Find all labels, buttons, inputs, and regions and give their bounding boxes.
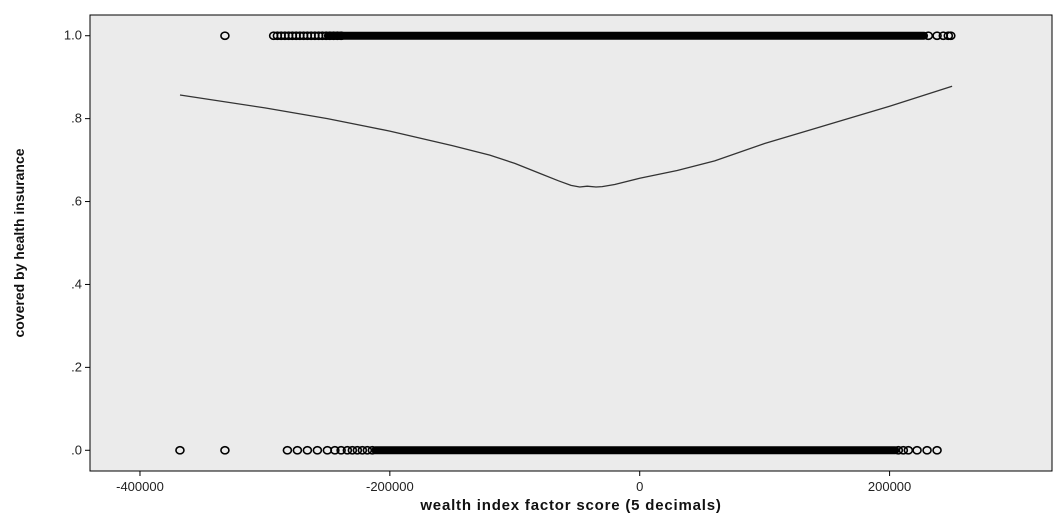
data-point	[342, 445, 353, 455]
data-point	[367, 445, 378, 455]
y-tick-label: .4	[71, 276, 82, 291]
data-point	[282, 445, 293, 455]
data-point	[336, 31, 346, 41]
x-tick-label: 200000	[868, 479, 911, 494]
x-tick-label: -400000	[116, 479, 164, 494]
x-axis-ticks: -400000 -200000 0 200000	[116, 471, 911, 494]
y-tick-label: .8	[71, 111, 82, 126]
data-point	[347, 445, 358, 455]
data-point	[912, 445, 922, 455]
dense-point-bands	[323, 31, 929, 455]
y-axis-title: covered by health insurance	[11, 148, 27, 337]
y-tick-label: 1.0	[64, 28, 82, 43]
data-point	[932, 445, 942, 455]
data-point	[932, 31, 942, 41]
data-points	[175, 31, 956, 455]
data-point	[312, 445, 323, 455]
y-tick-label: .2	[71, 359, 82, 374]
data-point	[946, 31, 956, 41]
data-point	[336, 445, 346, 455]
data-point	[175, 445, 185, 455]
y-axis-ticks: .0 .2 .4 .6 .8 1.0	[64, 28, 90, 457]
y-tick-label: .6	[71, 194, 82, 209]
x-tick-label: -200000	[366, 479, 414, 494]
data-point	[302, 445, 313, 455]
data-point	[362, 445, 373, 455]
data-point	[330, 445, 340, 455]
data-point	[352, 445, 363, 455]
plot-area	[89, 14, 1053, 472]
fit-line	[179, 85, 953, 188]
data-point	[922, 445, 932, 455]
dense-point-band	[323, 31, 929, 40]
y-tick-label: .0	[71, 442, 82, 457]
dense-point-band	[371, 446, 900, 455]
data-point	[220, 445, 230, 455]
data-point	[357, 445, 368, 455]
data-point	[898, 445, 909, 455]
data-point	[893, 445, 904, 455]
data-point	[292, 445, 303, 455]
x-tick-label: 0	[636, 479, 643, 494]
x-axis-title: wealth index factor score (5 decimals)	[419, 497, 721, 514]
data-point	[332, 31, 343, 41]
data-point	[220, 31, 230, 41]
